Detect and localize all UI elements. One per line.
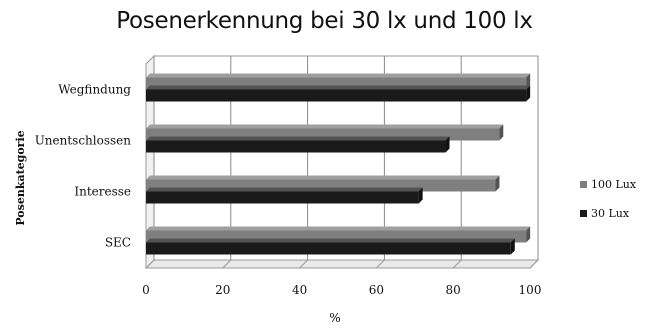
legend-item-100-lux: 100 Lux <box>580 178 636 191</box>
legend-item-30-lux: 30 Lux <box>580 207 629 220</box>
bar-30-lux <box>146 191 419 204</box>
bar-30-lux-top <box>146 136 450 141</box>
bar-100-lux-top <box>146 124 504 129</box>
x-tick-label: 0 <box>142 283 150 297</box>
x-tick-label: 80 <box>446 283 461 297</box>
bar-30-lux-side <box>526 85 531 102</box>
x-tick-label: 40 <box>292 283 307 297</box>
legend-swatch-30-lux <box>580 210 587 217</box>
bar-100-lux-top <box>146 73 531 78</box>
legend-swatch-100-lux <box>580 181 587 188</box>
y-axis-label: Posenkategorie <box>14 130 27 225</box>
bar-30-lux-side <box>445 136 450 153</box>
bar-30-lux-side <box>418 187 423 204</box>
x-tick-label: 100 <box>519 283 542 297</box>
gridline-floor <box>452 259 462 269</box>
bar-100-lux-top <box>146 226 531 231</box>
gridline-floor <box>376 259 385 269</box>
x-tick-label: 60 <box>369 283 384 297</box>
bar-30-lux <box>146 89 527 102</box>
y-tick-label: Interesse <box>74 185 131 199</box>
legend-label-100-lux: 100 Lux <box>591 178 637 191</box>
gridline-floor <box>299 259 308 269</box>
bar-100-lux-side <box>499 124 504 141</box>
bar-30-lux-top <box>146 187 423 192</box>
plot-floor <box>144 259 540 269</box>
bar-100-lux-side <box>526 226 531 243</box>
bar-30-lux-side <box>510 238 515 255</box>
bar-100-lux-side <box>495 175 500 192</box>
bar-100-lux-top <box>146 175 500 180</box>
x-axis-label: % <box>329 311 340 325</box>
chart-title: Posenerkennung bei 30 lx und 100 lx <box>116 8 533 34</box>
gridline-floor <box>222 259 232 269</box>
gridline-floor <box>529 259 539 269</box>
bar-30-lux-top <box>146 85 531 90</box>
y-tick-label: Unentschlossen <box>35 134 132 148</box>
gridline-floor <box>145 259 155 269</box>
bar-30-lux-top <box>146 238 515 243</box>
y-tick-label: Wegfindung <box>58 83 131 97</box>
bar-30-lux <box>146 140 446 153</box>
bar-30-lux <box>146 242 511 255</box>
legend-label-30-lux: 30 Lux <box>591 207 630 220</box>
x-tick-label: 20 <box>215 283 230 297</box>
y-tick-label: SEC <box>105 236 131 250</box>
